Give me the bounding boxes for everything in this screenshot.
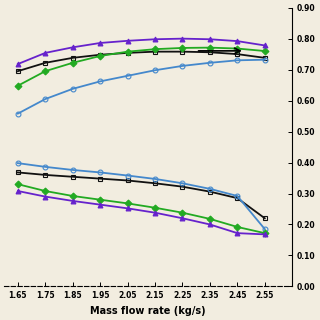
X-axis label: Mass flow rate (kg/s): Mass flow rate (kg/s): [90, 306, 206, 316]
